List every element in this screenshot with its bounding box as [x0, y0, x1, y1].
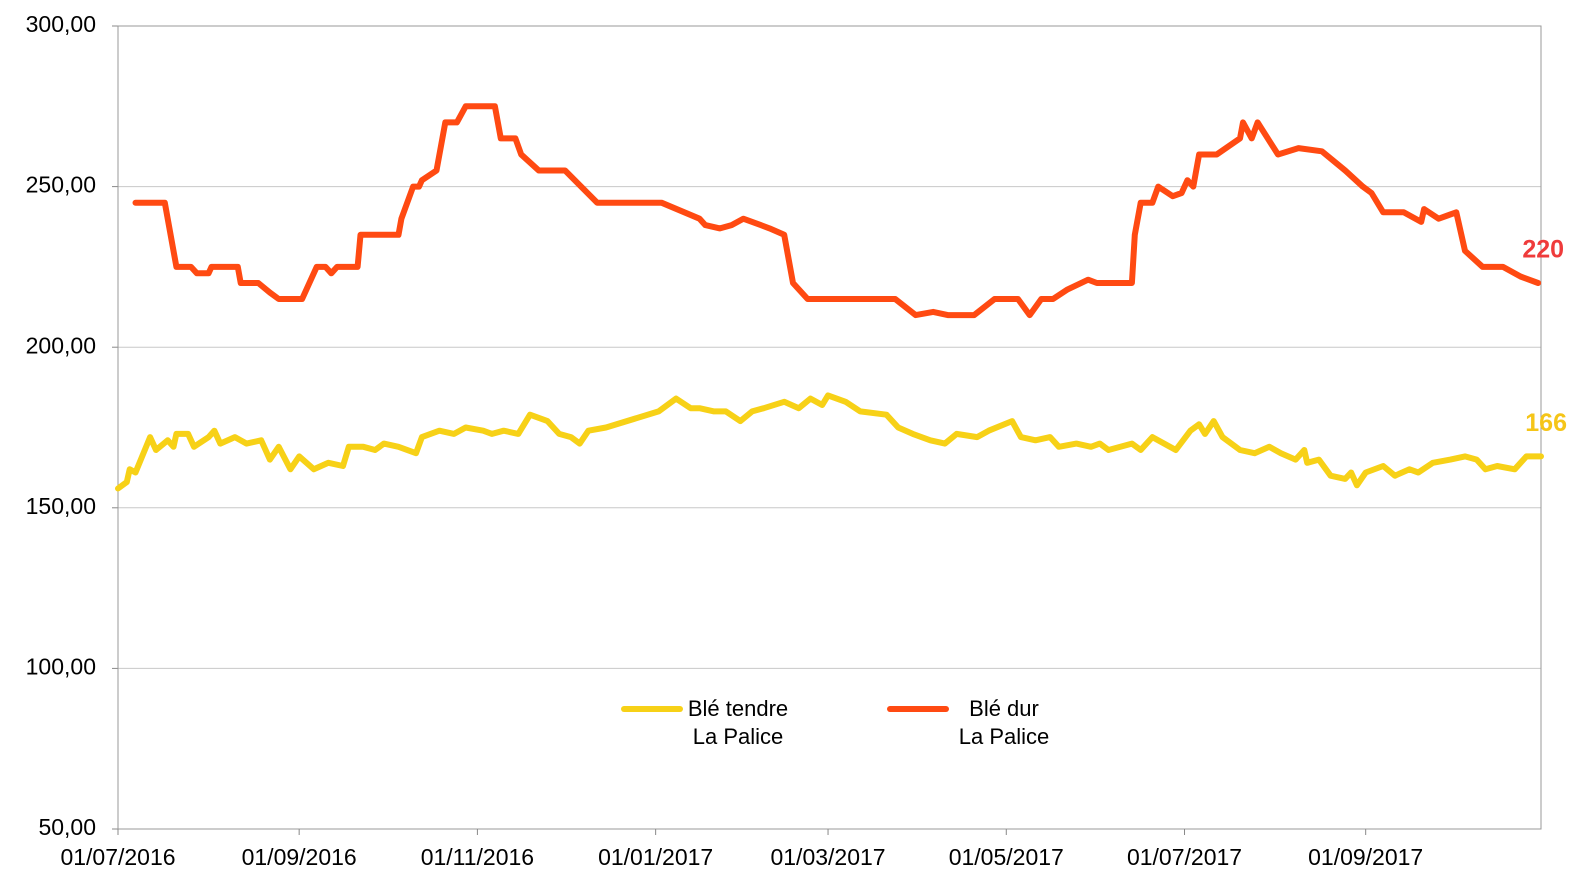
x-tick-label: 01/05/2017 [949, 844, 1064, 870]
y-tick-label: 100,00 [26, 653, 96, 679]
x-tick-label: 01/07/2017 [1127, 844, 1242, 870]
series-line [115, 392, 1544, 492]
series-line [132, 103, 1542, 319]
x-tick-label: 01/09/2017 [1308, 844, 1423, 870]
y-tick-label: 200,00 [26, 332, 96, 358]
y-tick-label: 250,00 [26, 172, 96, 198]
x-tick-label: 01/03/2017 [770, 844, 885, 870]
x-tick-label: 01/11/2016 [421, 844, 534, 870]
legend-label: Blé tendre La Palice [687, 696, 789, 749]
x-tick-label: 01/01/2017 [598, 844, 713, 870]
end-label: 166 [1525, 409, 1567, 437]
legend-label: Blé dur La Palice [958, 696, 1050, 749]
y-tick-label: 300,00 [26, 11, 96, 37]
x-tick-label: 01/09/2016 [242, 844, 357, 870]
y-tick-label: 50,00 [38, 814, 96, 840]
y-tick-label: 150,00 [26, 493, 96, 519]
plot-frame [117, 25, 1542, 830]
x-tick-label: 01/07/2016 [60, 844, 175, 870]
end-label: 220 [1522, 236, 1564, 264]
